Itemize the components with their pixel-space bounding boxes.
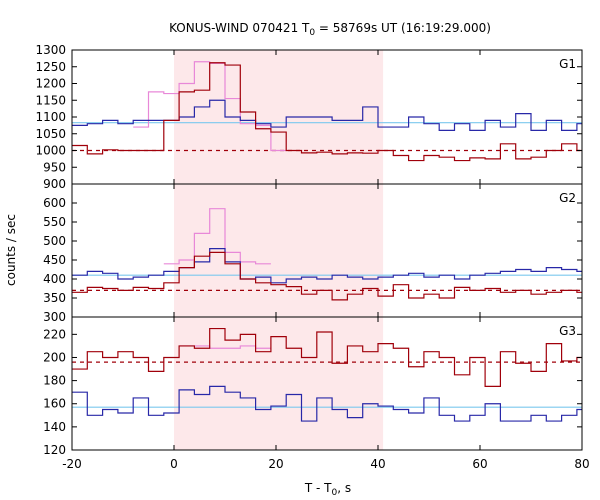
x-tick-label: 60 <box>472 457 487 471</box>
y-tick-label: 500 <box>43 234 66 248</box>
y-tick-label: 1250 <box>35 60 66 74</box>
y-tick-label: 160 <box>43 397 66 411</box>
x-tick-label: 0 <box>170 457 178 471</box>
panel-label: G3 <box>559 324 576 338</box>
y-tick-label: 1100 <box>35 110 66 124</box>
chart-title: KONUS-WIND 070421 T0 = 58769s UT (16:19:… <box>169 21 491 38</box>
x-tick-label: 80 <box>574 457 589 471</box>
y-tick-label: 400 <box>43 272 66 286</box>
highlight-interval <box>174 50 384 450</box>
plot-panels: 9009501000105011001150120012501300G13003… <box>35 43 589 471</box>
series-red <box>72 251 582 301</box>
y-tick-label: 180 <box>43 374 66 388</box>
x-tick-label: 20 <box>268 457 283 471</box>
series-blue <box>72 385 582 422</box>
x-tick-label: -20 <box>62 457 82 471</box>
series-blue <box>72 248 582 284</box>
y-tick-label: 300 <box>43 310 66 324</box>
y-tick-label: 900 <box>43 177 66 191</box>
y-axis-label: counts / sec <box>4 214 18 286</box>
y-tick-label: 1200 <box>35 77 66 91</box>
y-tick-label: 550 <box>43 215 66 229</box>
y-tick-label: 950 <box>43 160 66 174</box>
series-pink <box>163 208 271 265</box>
series-red <box>72 62 582 162</box>
x-tick-label: 40 <box>370 457 385 471</box>
y-tick-label: 450 <box>43 253 66 267</box>
y-tick-label: 1050 <box>35 127 66 141</box>
x-axis-label: T - T0, s <box>304 481 351 498</box>
panel-label: G1 <box>559 57 576 71</box>
y-tick-label: 120 <box>43 443 66 457</box>
panel-label: G2 <box>559 191 576 205</box>
panel-frame <box>71 316 583 451</box>
y-tick-label: 140 <box>43 420 66 434</box>
y-tick-label: 600 <box>43 196 66 210</box>
panel-g2: 300 350 400 450 500 550 600 G2 <box>43 183 583 324</box>
y-tick-label: 200 <box>43 350 66 364</box>
y-tick-label: 350 <box>43 291 66 305</box>
series-red <box>72 327 582 387</box>
panel-g3: 120 140 160 180 200 220 G3 <box>43 316 583 457</box>
y-tick-label: 220 <box>43 327 66 341</box>
y-tick-label: 1000 <box>35 144 66 158</box>
y-tick-label: 1300 <box>35 43 66 57</box>
y-tick-label: 1150 <box>35 93 66 107</box>
